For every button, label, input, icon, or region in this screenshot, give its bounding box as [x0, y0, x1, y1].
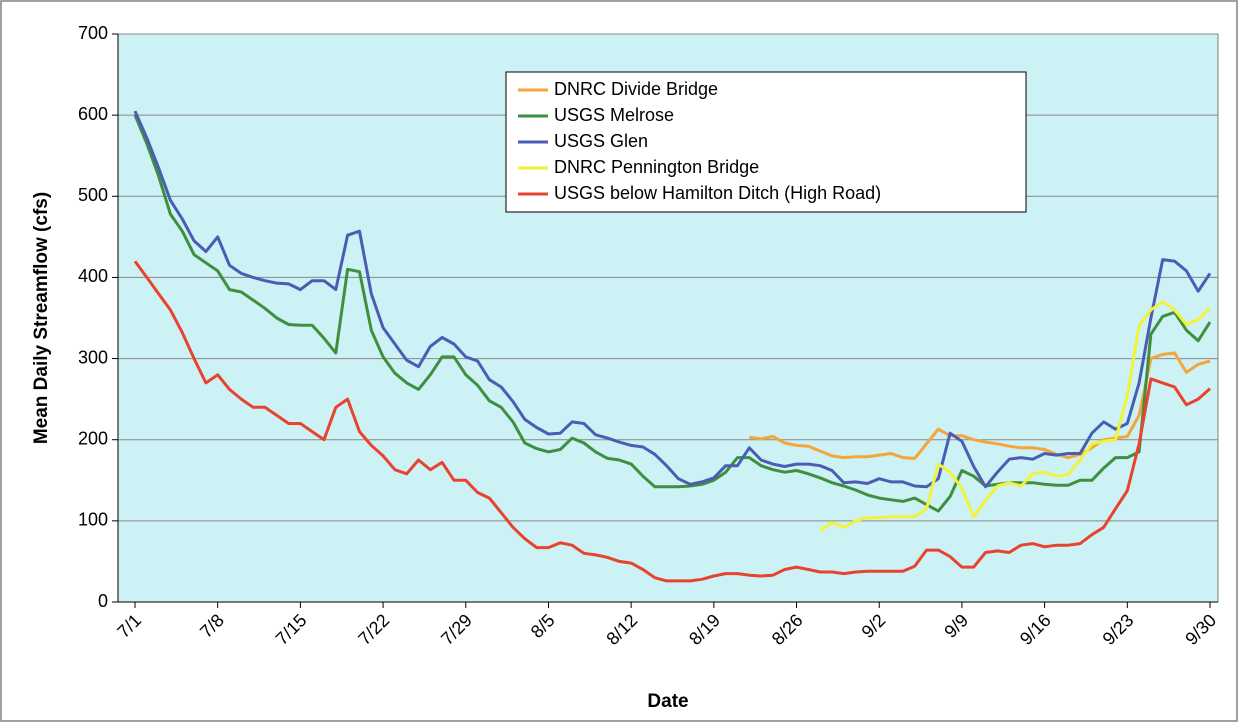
- series-line: [749, 351, 1211, 460]
- y-tick-label: 700: [78, 23, 108, 43]
- y-tick-label: 200: [78, 428, 108, 448]
- y-tick-label: 400: [78, 266, 108, 286]
- x-axis-title: Date: [647, 691, 688, 712]
- series-line: [133, 260, 1211, 583]
- y-tick-label: 600: [78, 104, 108, 124]
- series-line: [819, 300, 1212, 532]
- legend-label: DNRC Pennington Bridge: [554, 157, 759, 177]
- legend-label: USGS below Hamilton Ditch (High Road): [554, 183, 881, 203]
- legend-box: [505, 71, 1027, 213]
- series-line: [133, 114, 1212, 513]
- legend-label: USGS Melrose: [554, 105, 674, 125]
- y-tick-label: 300: [78, 347, 108, 367]
- y-tick-label: 500: [78, 185, 108, 205]
- y-tick-label: 100: [78, 510, 108, 530]
- y-tick-label: 0: [98, 591, 108, 611]
- legend-label: DNRC Divide Bridge: [554, 79, 718, 99]
- legend-label: USGS Glen: [554, 131, 648, 151]
- series-line: [133, 110, 1212, 489]
- y-axis-title: Mean Daily Streamflow (cfs): [31, 192, 52, 444]
